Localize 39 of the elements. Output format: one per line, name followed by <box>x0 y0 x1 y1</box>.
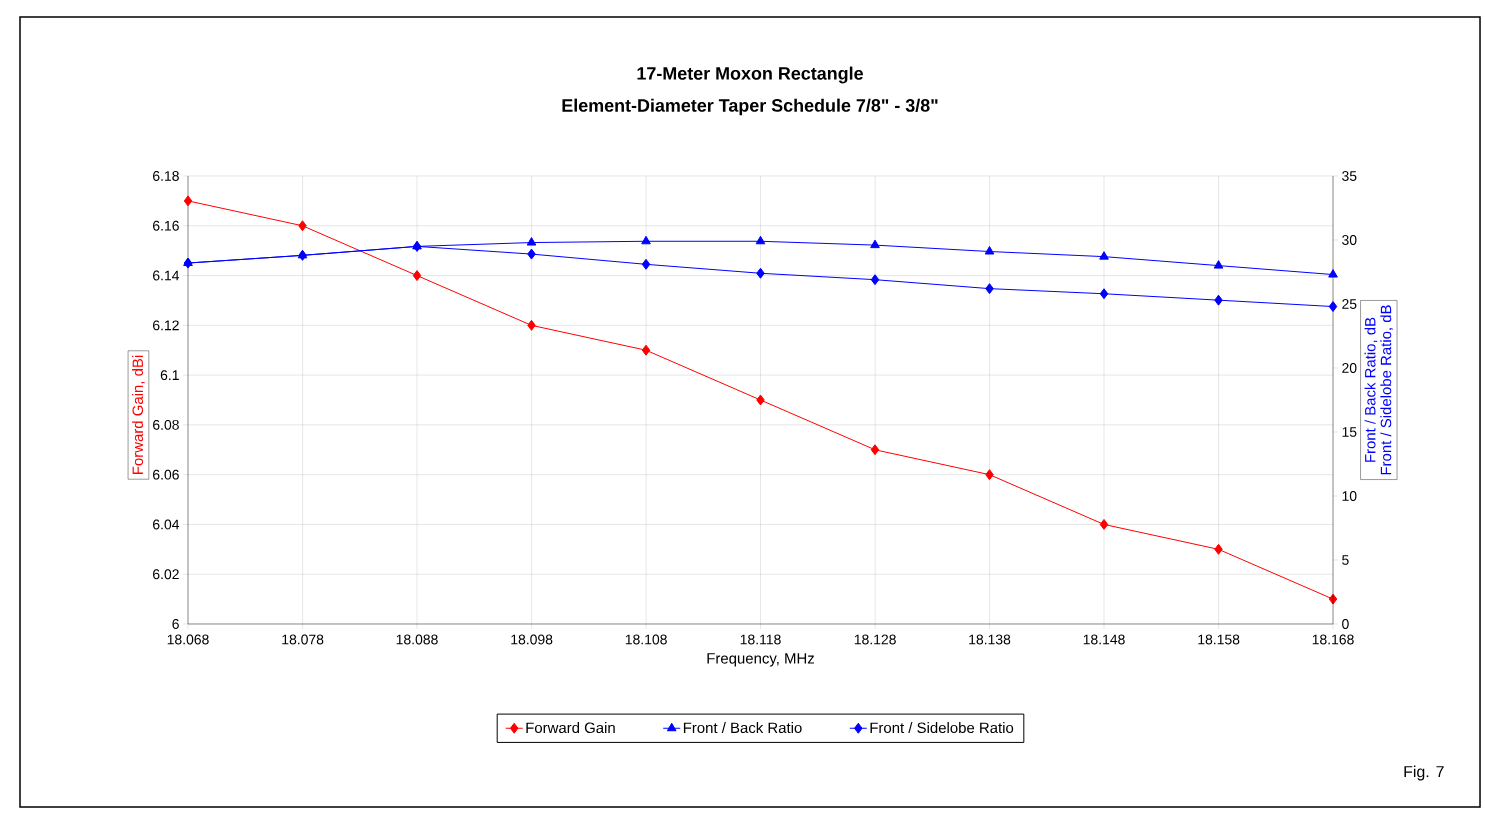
y2-tick-label: 5 <box>1342 555 1349 565</box>
x-tick-label: 18.078 <box>282 634 324 645</box>
y-tick-label: 6.18 <box>153 171 179 181</box>
y-axis-title: Forward Gain, dBi <box>132 355 145 474</box>
y-tick-label: 6 <box>172 619 179 629</box>
y2-tick-label: 10 <box>1342 491 1357 501</box>
y-tick-label: 6.02 <box>153 569 179 580</box>
x-tick-label: 18.138 <box>969 634 1011 645</box>
x-tick-label: 18.068 <box>167 634 209 645</box>
legend-label: Front / Sidelobe Ratio <box>870 722 1014 734</box>
x-tick-label: 18.118 <box>740 634 781 645</box>
chart-title: 17-Meter Moxon Rectangle <box>637 66 863 84</box>
text: Front / Back Ratio, dB <box>1364 317 1378 462</box>
y2-tick-label: 30 <box>1342 235 1357 245</box>
y2-tick-label: 35 <box>1342 171 1357 181</box>
x-tick-label: 18.098 <box>511 634 553 645</box>
x-tick-label: 18.148 <box>1083 634 1125 645</box>
x-axis-title: Frequency, MHz <box>707 653 814 667</box>
caption: Fig. 7 <box>1404 765 1444 781</box>
y2-tick-label: 25 <box>1342 299 1357 309</box>
legend-label: Front / Back Ratio <box>683 722 802 734</box>
y-tick-label: 6.12 <box>153 320 179 331</box>
y-tick-label: 6.1 <box>160 370 179 381</box>
y-tick-label: 6.04 <box>153 519 180 530</box>
y2-tick-label: 0 <box>1342 619 1349 629</box>
x-tick-label: 18.128 <box>854 634 896 645</box>
x-tick-label: 18.108 <box>625 634 667 645</box>
y2-tick-label: 20 <box>1342 363 1357 373</box>
y-tick-label: 6.14 <box>153 270 180 281</box>
legend-label: Forward Gain <box>526 722 615 734</box>
y2-tick-label: 15 <box>1342 427 1357 437</box>
x-tick-label: 18.158 <box>1198 634 1240 645</box>
y-tick-label: 6.08 <box>153 419 179 430</box>
x-tick-label: 18.168 <box>1312 634 1354 645</box>
x-tick-label: 18.088 <box>396 634 438 645</box>
y-tick-label: 6.06 <box>153 469 179 480</box>
text: Front / Sidelobe Ratio, dB <box>1380 305 1394 475</box>
chart-subtitle: Element-Diameter Taper Schedule 7/8" - 3/8" <box>562 98 938 116</box>
y-tick-label: 6.16 <box>153 220 179 231</box>
